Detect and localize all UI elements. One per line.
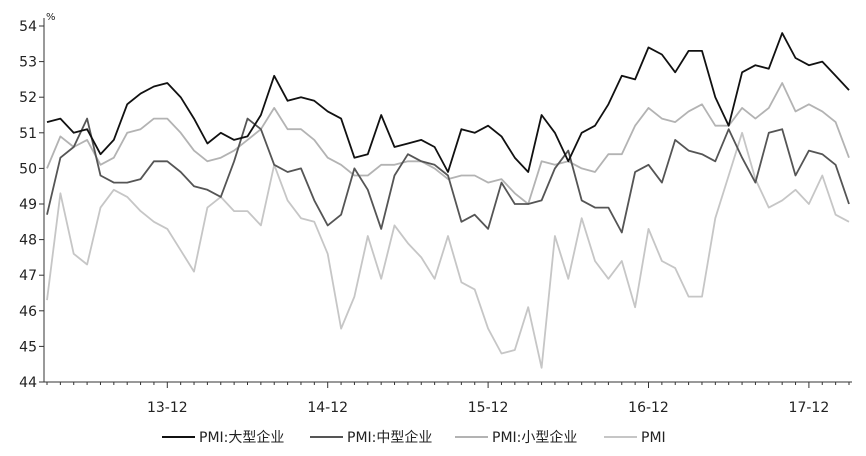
y-tick-label: 53 (19, 55, 37, 71)
x-tick-label: 17-12 (789, 400, 830, 416)
series-line-0 (46, 32, 850, 173)
y-unit-label: % (46, 12, 56, 23)
legend-label-2: PMI:小型企业 (492, 429, 577, 446)
y-tick-label: 54 (19, 19, 37, 35)
y-axis: 44 45 46 47 48 49 50 51 52 53 54 (19, 18, 45, 391)
legend: PMI:大型企业 PMI:中型企业 PMI:小型企业 PMI (162, 429, 666, 446)
legend-label-3: PMI (641, 430, 666, 446)
x-tick-label: 14-12 (307, 400, 348, 416)
series-lines (46, 32, 850, 369)
x-tick-label: 15-12 (468, 400, 509, 416)
y-tick-label: 46 (19, 304, 37, 320)
series-line-1 (46, 117, 850, 234)
y-tick-label: 51 (19, 126, 37, 142)
y-tick-label: 47 (19, 268, 37, 284)
y-tick-label: 52 (19, 90, 37, 106)
series-line-3 (46, 131, 850, 369)
x-tick-label: 16-12 (628, 400, 669, 416)
x-axis: 13-12 14-12 15-12 16-12 17-12 (44, 381, 852, 416)
series-line-2 (46, 82, 850, 205)
x-tick-label: 13-12 (147, 400, 188, 416)
y-tick-label: 45 (19, 339, 37, 355)
y-tick-label: 49 (19, 197, 37, 213)
y-tick-label: 44 (19, 375, 37, 391)
legend-label-0: PMI:大型企业 (199, 429, 284, 446)
legend-label-1: PMI:中型企业 (347, 429, 432, 446)
y-tick-label: 50 (19, 161, 37, 177)
y-tick-label: 48 (19, 233, 37, 249)
